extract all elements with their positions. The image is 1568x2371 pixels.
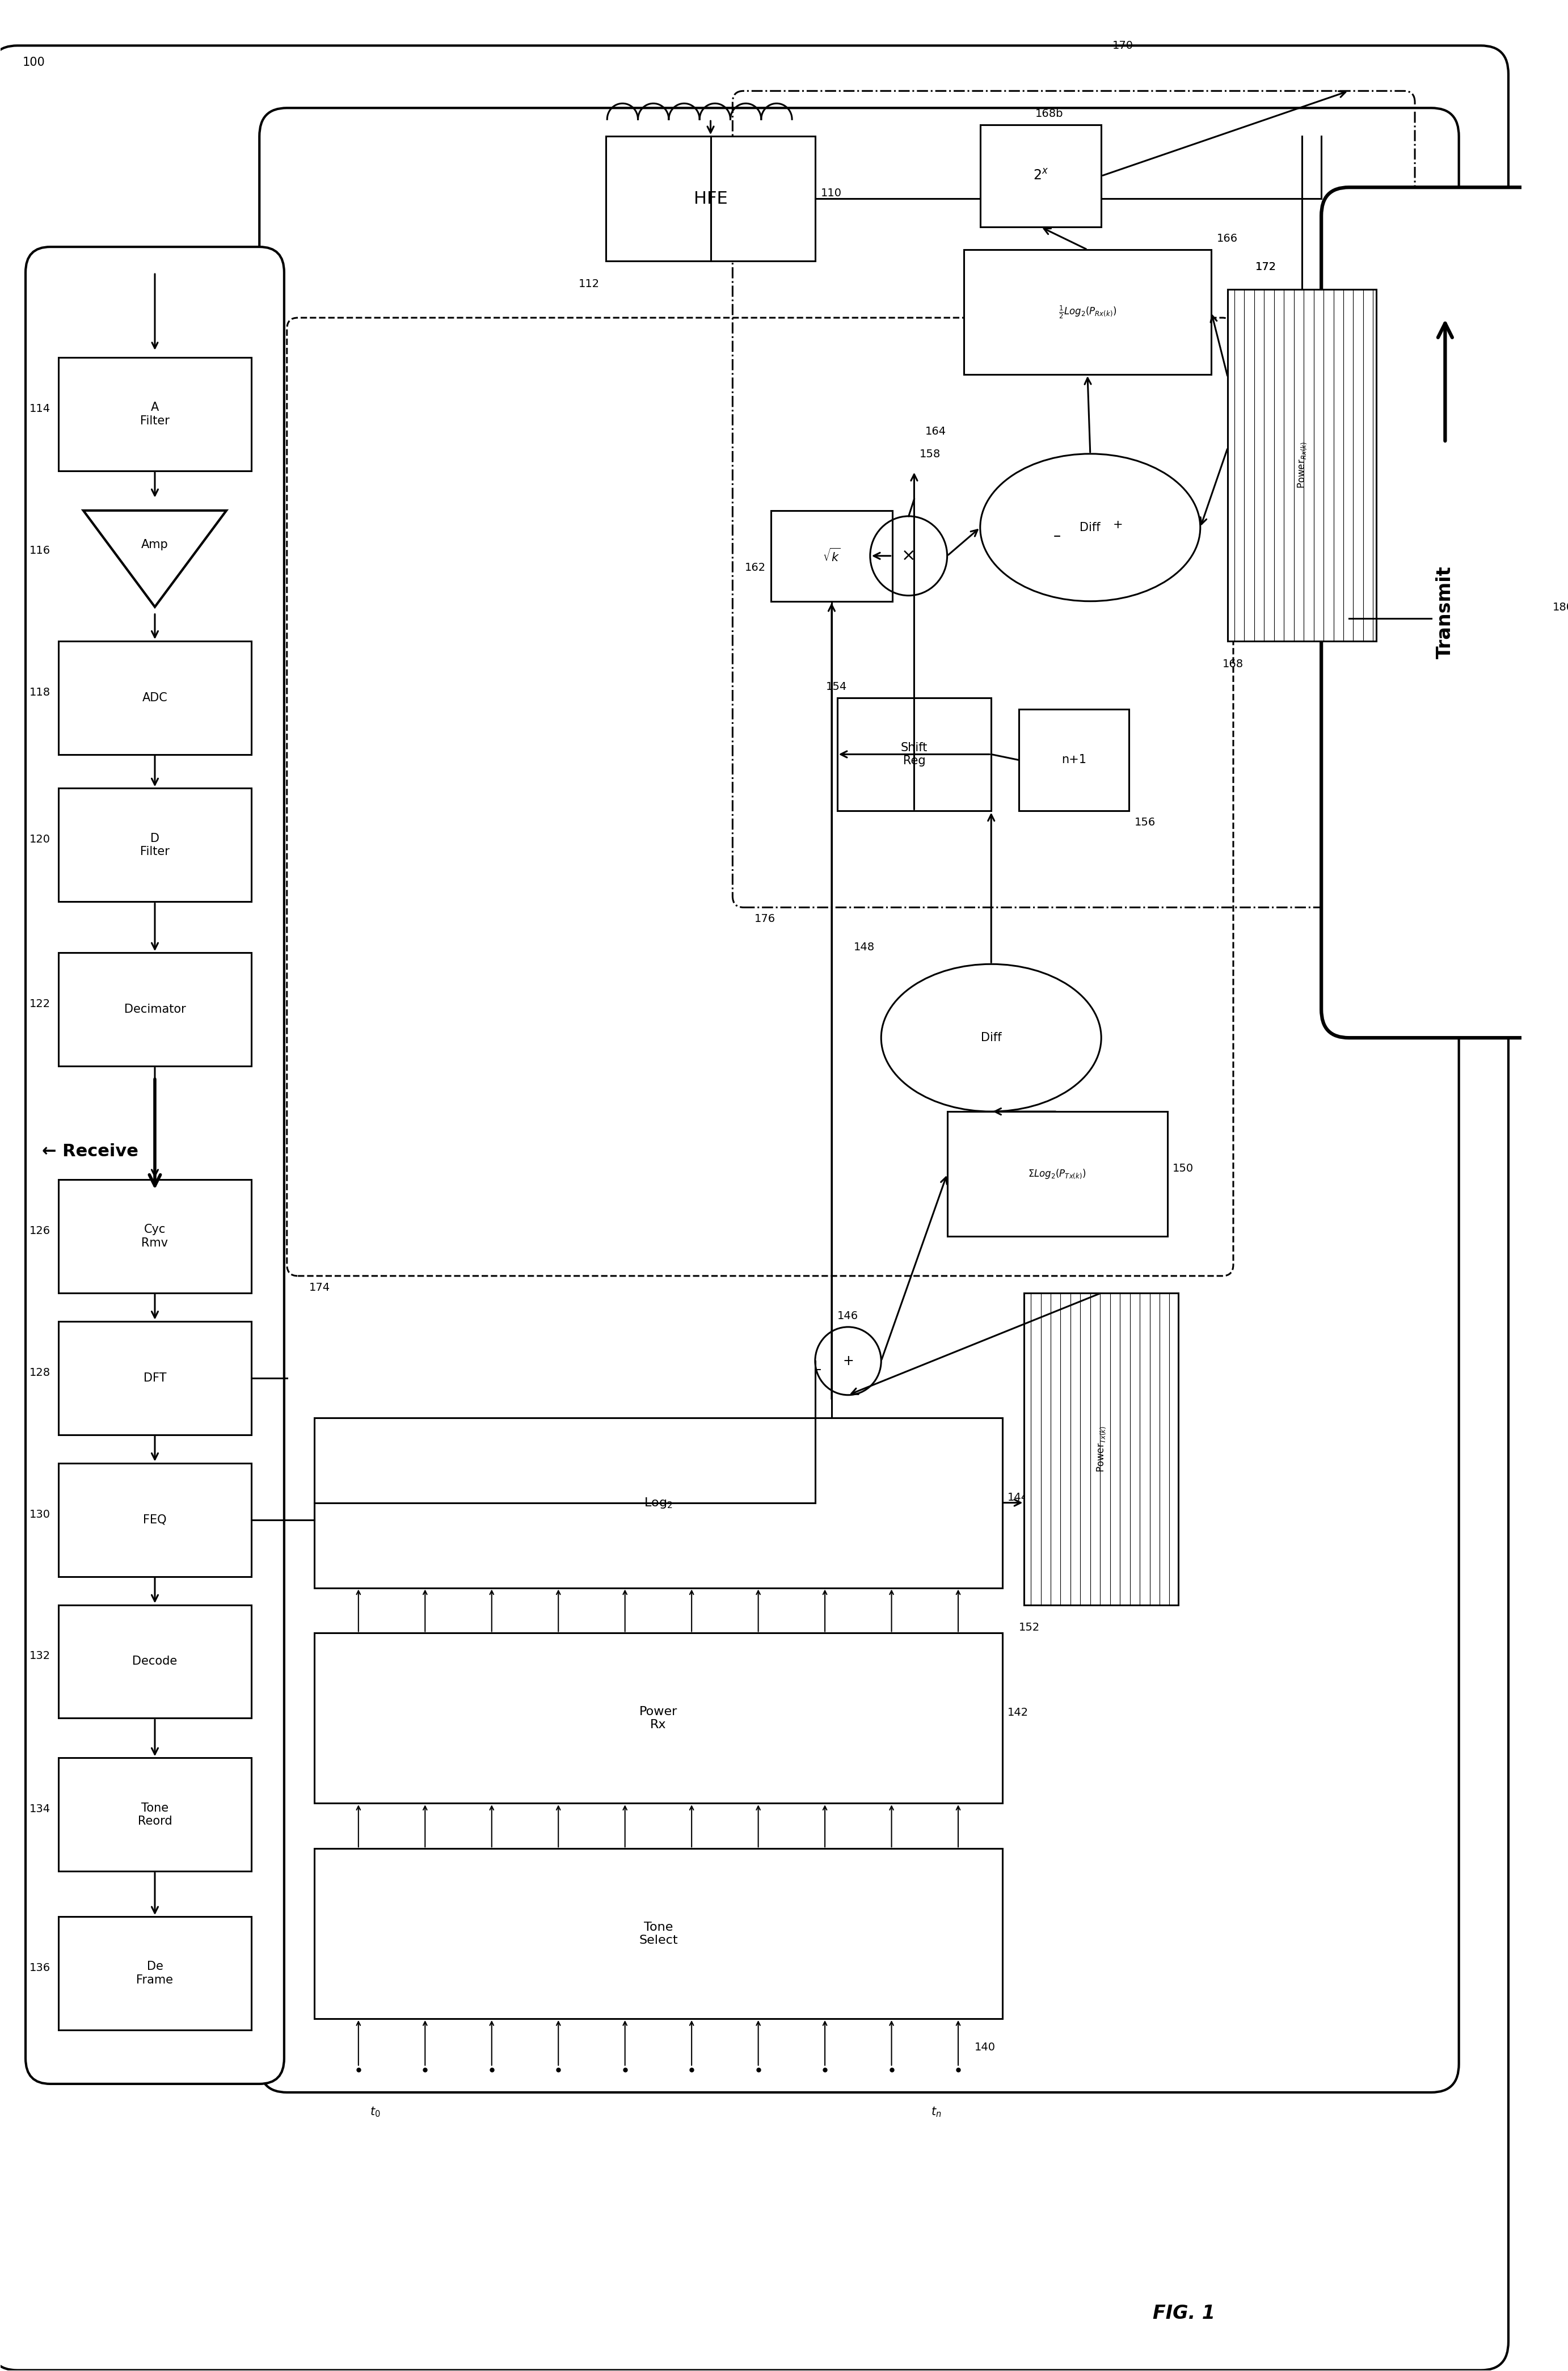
Text: $\sqrt{k}$: $\sqrt{k}$ [823, 548, 840, 564]
Text: 114: 114 [30, 403, 50, 415]
Text: 158: 158 [920, 448, 941, 460]
FancyBboxPatch shape [58, 640, 251, 754]
Text: 150: 150 [1173, 1164, 1193, 1174]
Text: 118: 118 [30, 688, 50, 697]
Text: 176: 176 [754, 913, 776, 925]
FancyBboxPatch shape [58, 1321, 251, 1434]
Text: ADC: ADC [143, 692, 168, 704]
Text: n+1: n+1 [1062, 754, 1087, 766]
Text: 152: 152 [1019, 1622, 1040, 1634]
Text: D
Filter: D Filter [140, 832, 169, 858]
Text: Diff: Diff [1080, 522, 1101, 533]
Text: 172: 172 [1256, 261, 1276, 273]
Text: Power$_{Tx(k)}$: Power$_{Tx(k)}$ [1096, 1425, 1107, 1472]
Text: Power
Rx: Power Rx [640, 1705, 677, 1731]
Text: 164: 164 [925, 427, 946, 436]
Text: Diff: Diff [982, 1031, 1002, 1043]
Text: 134: 134 [30, 1804, 50, 1814]
FancyBboxPatch shape [607, 135, 815, 261]
FancyBboxPatch shape [58, 953, 251, 1067]
Text: Log$_2$: Log$_2$ [644, 1496, 673, 1510]
Text: HFE: HFE [693, 190, 728, 206]
Text: 146: 146 [837, 1311, 858, 1321]
Text: 128: 128 [30, 1368, 50, 1378]
Text: De
Frame: De Frame [136, 1961, 174, 1985]
Text: ← Receive: ← Receive [42, 1143, 138, 1159]
Text: 116: 116 [30, 545, 50, 555]
Text: 120: 120 [30, 835, 50, 844]
Text: 162: 162 [745, 562, 765, 574]
Text: Amp: Amp [141, 538, 168, 550]
Text: Tone
Reord: Tone Reord [138, 1802, 172, 1826]
FancyBboxPatch shape [315, 1849, 1002, 2018]
FancyBboxPatch shape [58, 1605, 251, 1719]
Text: 110: 110 [820, 187, 842, 199]
Text: +: + [842, 1354, 853, 1368]
FancyBboxPatch shape [315, 1418, 1002, 1589]
Text: 140: 140 [975, 2041, 996, 2053]
Text: 154: 154 [826, 680, 847, 692]
Text: Decode: Decode [132, 1655, 177, 1667]
FancyBboxPatch shape [58, 1178, 251, 1292]
FancyBboxPatch shape [1322, 187, 1568, 1038]
Text: Cyc
Rmv: Cyc Rmv [141, 1223, 168, 1250]
Text: Shift
Reg: Shift Reg [900, 742, 928, 766]
FancyBboxPatch shape [980, 126, 1101, 228]
Text: A
Filter: A Filter [140, 401, 169, 427]
Text: 136: 136 [30, 1963, 50, 1973]
FancyBboxPatch shape [25, 247, 284, 2084]
Text: Tone
Select: Tone Select [638, 1921, 677, 1947]
Text: 168b: 168b [1035, 109, 1063, 119]
Text: 126: 126 [30, 1226, 50, 1235]
Text: $\Sigma Log_2(P_{Tx(k)})$: $\Sigma Log_2(P_{Tx(k)})$ [1029, 1169, 1087, 1181]
Text: –: – [1054, 529, 1062, 543]
FancyBboxPatch shape [947, 1112, 1167, 1235]
Text: 112: 112 [579, 280, 599, 289]
FancyBboxPatch shape [58, 1916, 251, 2030]
Text: FEQ: FEQ [143, 1515, 166, 1525]
FancyBboxPatch shape [1228, 289, 1377, 640]
Text: ×: × [902, 548, 916, 564]
Text: Transmit: Transmit [1436, 567, 1455, 659]
Text: 156: 156 [1134, 818, 1156, 827]
Text: DFT: DFT [143, 1373, 166, 1385]
Text: Decimator: Decimator [124, 1003, 185, 1015]
Text: FIG. 1: FIG. 1 [1152, 2305, 1215, 2324]
Text: 170: 170 [1112, 40, 1134, 52]
Text: 180: 180 [1552, 602, 1568, 612]
Text: 132: 132 [30, 1650, 50, 1662]
Text: $\frac{1}{2}Log_2(P_{Rx(k)})$: $\frac{1}{2}Log_2(P_{Rx(k)})$ [1058, 303, 1116, 320]
Text: +: + [1113, 519, 1123, 531]
Text: 122: 122 [30, 998, 50, 1010]
Text: –: – [814, 1361, 822, 1378]
Text: $t_0$: $t_0$ [370, 2105, 379, 2117]
Text: $t_n$: $t_n$ [931, 2105, 941, 2117]
FancyBboxPatch shape [58, 358, 251, 472]
Text: 174: 174 [309, 1283, 329, 1292]
Text: 100: 100 [24, 57, 45, 69]
FancyBboxPatch shape [0, 45, 1508, 2371]
Text: 142: 142 [1008, 1707, 1029, 1719]
FancyBboxPatch shape [771, 510, 892, 602]
Text: 144: 144 [1008, 1491, 1029, 1503]
FancyBboxPatch shape [259, 109, 1458, 2091]
FancyBboxPatch shape [837, 697, 991, 811]
Text: 168: 168 [1223, 659, 1243, 669]
FancyBboxPatch shape [58, 1463, 251, 1577]
FancyBboxPatch shape [1024, 1292, 1178, 1605]
FancyBboxPatch shape [1019, 709, 1129, 811]
Text: $2^x$: $2^x$ [1033, 168, 1049, 183]
FancyBboxPatch shape [964, 249, 1210, 375]
FancyBboxPatch shape [315, 1634, 1002, 1804]
Text: Power$_{Rx(k)}$: Power$_{Rx(k)}$ [1297, 441, 1308, 488]
Text: 160: 160 [815, 512, 836, 522]
Text: 172: 172 [1256, 261, 1276, 273]
Text: 166: 166 [1217, 232, 1237, 244]
FancyBboxPatch shape [58, 787, 251, 901]
FancyBboxPatch shape [58, 1757, 251, 1871]
Text: 130: 130 [30, 1508, 50, 1520]
Text: 148: 148 [853, 941, 875, 953]
